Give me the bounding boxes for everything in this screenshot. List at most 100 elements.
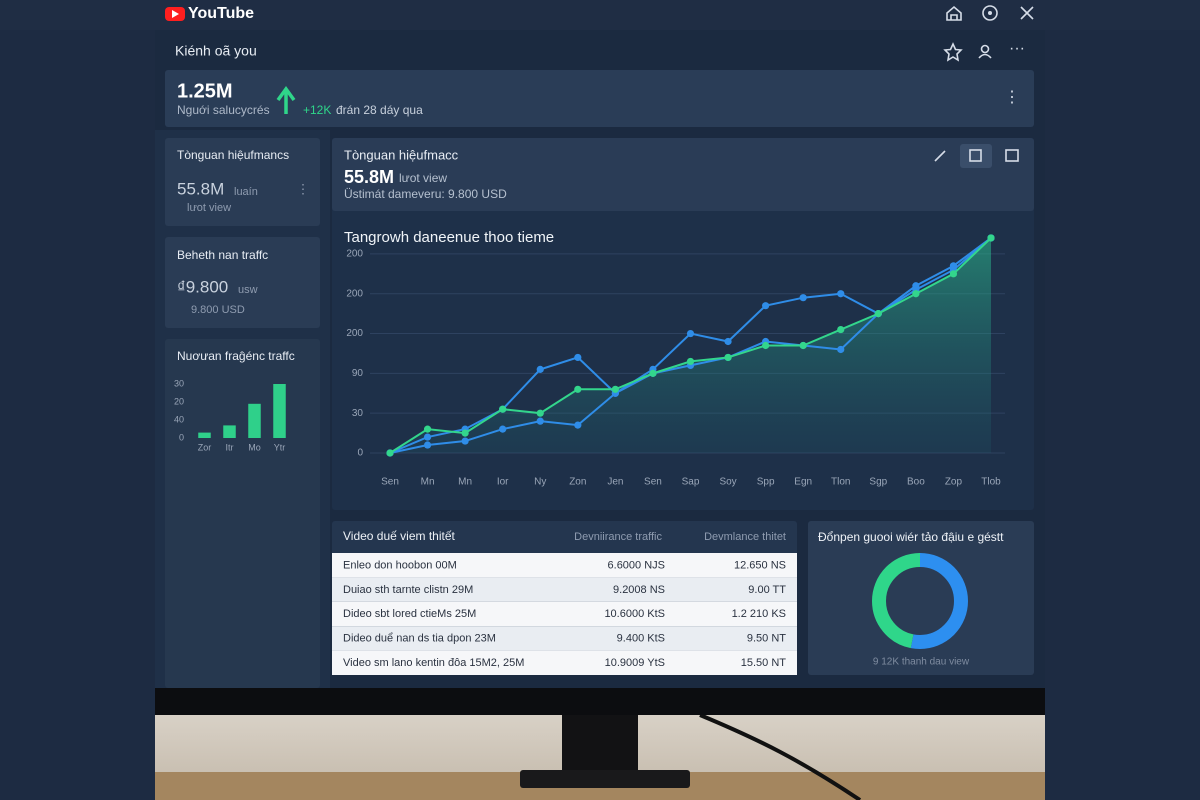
x-tick-label: Mn — [421, 477, 435, 488]
card-title: Tònguan hiệufmancs — [177, 148, 289, 162]
x-tick-label: Soy — [719, 477, 736, 488]
more-icon[interactable]: ··· — [1009, 40, 1025, 57]
table-cell: 12.650 NS — [734, 559, 786, 571]
bar — [223, 425, 236, 438]
point — [461, 429, 469, 437]
active-tool[interactable] — [960, 144, 992, 168]
summary-menu[interactable]: ⋮ — [1004, 89, 1020, 106]
table-row — [332, 650, 797, 675]
table-row — [332, 577, 797, 602]
table-header: Devniirance traffic — [574, 531, 662, 543]
donut-note: 9 12K thanh dau view — [873, 657, 970, 668]
cable — [699, 713, 862, 800]
overview-unit: lưot view — [399, 171, 447, 185]
subscriber-change: +12K — [303, 103, 331, 117]
y-tick-label: 30 — [174, 378, 184, 388]
x-tick-label: Jen — [607, 477, 623, 488]
change-note: đrán 28 dáy qua — [336, 103, 423, 117]
card-title: Nuơưan fraĝénc traffc — [177, 349, 295, 363]
logo-text[interactable]: YouTube — [188, 5, 254, 22]
x-tick-label: Sap — [682, 477, 700, 488]
point — [611, 385, 619, 393]
card-value: 55.8M — [177, 179, 224, 198]
x-tick-label: Sgp — [869, 477, 887, 488]
table-header: Video duế viem thitết — [343, 529, 456, 543]
point — [799, 341, 807, 350]
point — [536, 365, 544, 373]
point — [987, 234, 995, 242]
x-tick-label: Zor — [198, 442, 212, 452]
monitor-bezel — [155, 688, 1045, 715]
y-tick-label: 20 — [174, 396, 184, 406]
edit-icon[interactable] — [934, 150, 946, 162]
table-cell: Dideo duể nan ds tia dpon 23M — [343, 633, 496, 645]
card-title: Beheth nan traffc — [177, 248, 268, 262]
bar — [248, 403, 261, 438]
card-unit: usw — [238, 284, 258, 296]
point — [686, 357, 695, 366]
table-cell: Video sm lano kentin đôa 15M2, 25M — [343, 657, 524, 669]
table-cell: 10.6000 KtS — [604, 608, 665, 620]
y-tick-label: 200 — [346, 249, 363, 260]
y-tick-label: 40 — [174, 414, 184, 424]
point — [536, 417, 544, 425]
card-note: 9.800 USD — [191, 304, 245, 316]
card-menu[interactable]: ⋮ — [297, 181, 310, 196]
card-unit: luaín — [234, 186, 258, 198]
info-dot — [988, 11, 992, 15]
point — [649, 369, 657, 377]
user-icon[interactable] — [980, 44, 990, 54]
point — [949, 270, 958, 278]
bar — [198, 432, 211, 438]
x-tick-label: Ior — [497, 477, 509, 488]
subscriber-count: 1.25M — [177, 80, 233, 102]
donut-segment — [872, 553, 968, 649]
point — [386, 449, 394, 457]
y-tick-label: 0 — [357, 448, 363, 459]
x-tick-label: Zop — [945, 477, 963, 488]
point — [423, 441, 432, 449]
table-cell: 1.2 210 KS — [732, 608, 786, 620]
table-row — [332, 626, 797, 651]
overview-note: Üstimát dameveru: 9.800 USD — [344, 187, 507, 201]
table-cell: 9.2008 NS — [613, 584, 665, 596]
revenue-card — [165, 237, 320, 328]
info-icon[interactable] — [982, 5, 998, 21]
point — [574, 421, 582, 429]
y-tick-label: 200 — [346, 328, 363, 339]
table-cell: 9.50 NT — [747, 633, 786, 645]
point — [837, 325, 845, 334]
donut-title: Đổnpen guooi wiér tảo đậiu e géstt — [818, 530, 1004, 544]
home-icon[interactable] — [946, 5, 962, 21]
monitor-base — [520, 770, 690, 788]
x-tick-label: Sen — [381, 477, 399, 488]
table-cell: Dideo sbt lored ctieMs 25M — [343, 608, 476, 620]
overview-value: 55.8M — [344, 167, 394, 187]
point — [574, 353, 582, 362]
x-tick-label: Egn — [794, 477, 812, 488]
bar — [273, 384, 286, 438]
point — [423, 433, 432, 441]
point — [912, 290, 920, 298]
table-cell: Enleo don hoobon 00M — [343, 559, 457, 571]
x-tick-label: Ny — [534, 477, 546, 488]
user-icon-body — [978, 53, 992, 59]
point — [423, 425, 432, 433]
table-row — [332, 553, 797, 578]
star-icon[interactable] — [943, 42, 963, 62]
overview-header — [332, 138, 1034, 211]
up-arrow — [276, 86, 296, 114]
point — [499, 405, 507, 413]
crop-icon — [969, 149, 982, 162]
donut-panel — [808, 521, 1034, 675]
export-icon[interactable] — [1005, 149, 1019, 162]
x-tick-label: Ytr — [274, 442, 286, 452]
y-tick-label: 90 — [352, 368, 364, 379]
y-tick-label: 0 — [179, 432, 184, 442]
summary-card — [165, 70, 1034, 127]
table-header: Devmlance thitet — [704, 531, 786, 543]
close-icon[interactable] — [1020, 6, 1034, 20]
area — [390, 237, 991, 453]
